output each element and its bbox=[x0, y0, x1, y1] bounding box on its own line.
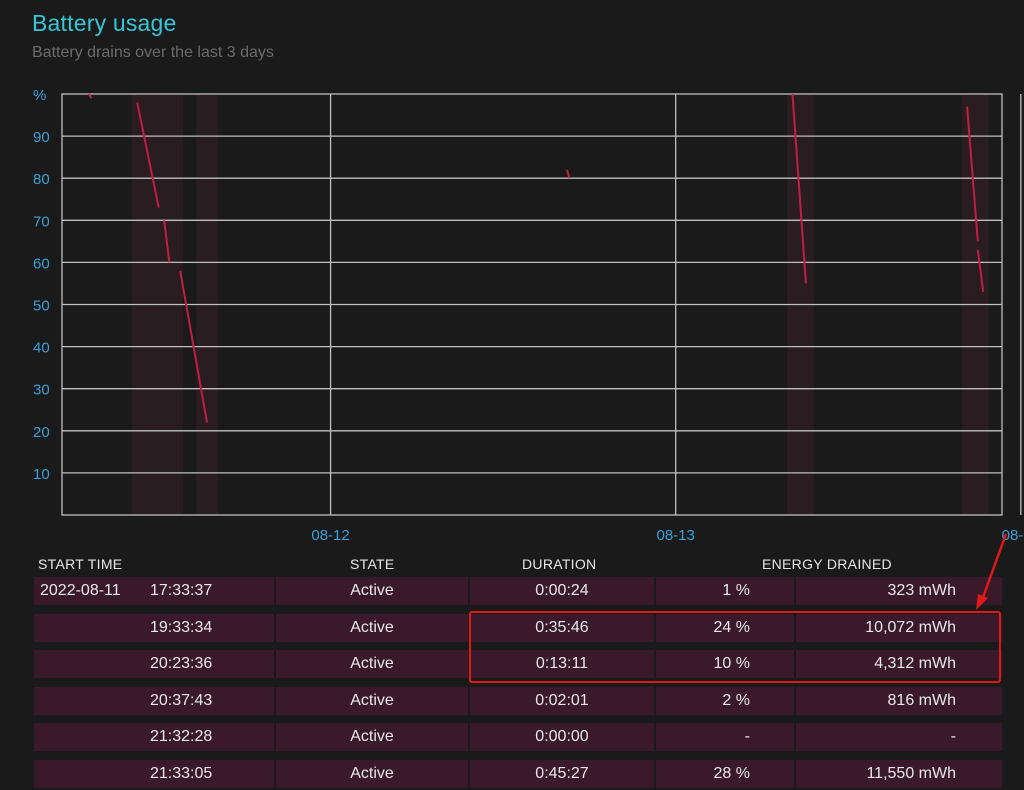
row-duration: 0:35:46 bbox=[470, 613, 654, 642]
table-row: 20:23:36 Active 0:13:11 10 % 4,312 mWh bbox=[32, 650, 1002, 679]
row-state: Active bbox=[276, 613, 468, 642]
row-duration: 0:45:27 bbox=[470, 759, 654, 788]
row-start-time: 17:33:37 bbox=[34, 577, 274, 605]
battery-series-line bbox=[179, 270, 208, 423]
row-duration: 0:02:01 bbox=[470, 686, 654, 715]
y-tick-label: 10 bbox=[33, 466, 50, 483]
row-start-time: 20:23:36 bbox=[34, 650, 274, 679]
y-tick-label: 20 bbox=[33, 424, 50, 441]
table-row: 19:33:34 Active 0:35:46 24 % 10,072 mWh bbox=[32, 613, 1002, 642]
row-state: Active bbox=[276, 723, 468, 752]
header-start-time: START TIME bbox=[38, 556, 123, 572]
row-energy: 4,312 mWh bbox=[796, 650, 1002, 679]
x-tick-label: 08-13 bbox=[656, 527, 694, 540]
red-arrow-icon bbox=[976, 533, 1008, 610]
table-row: 20:37:43 Active 0:02:01 2 % 816 mWh bbox=[32, 686, 1002, 715]
row-start-time: 20:37:43 bbox=[34, 686, 274, 715]
row-percent: 24 % bbox=[656, 613, 794, 642]
table-row: 21:32:28 Active 0:00:00- - bbox=[32, 723, 1002, 752]
highlight-box bbox=[469, 611, 1001, 683]
row-percent: 1 % bbox=[656, 577, 794, 605]
row-duration: 0:00:00 bbox=[470, 723, 654, 752]
row-energy: 323 mWh bbox=[796, 577, 1002, 605]
row-energy: - bbox=[796, 723, 1002, 752]
row-percent: - bbox=[656, 723, 794, 752]
y-tick-label: 50 bbox=[33, 298, 50, 315]
row-percent: 2 % bbox=[656, 686, 794, 715]
row-duration: 0:13:11 bbox=[470, 650, 654, 679]
row-duration: 0:00:24 bbox=[470, 577, 654, 605]
page-title: Battery usage bbox=[32, 10, 177, 36]
page-subtitle: Battery drains over the last 3 days bbox=[32, 44, 274, 61]
header-energy-drained: ENERGY DRAINED bbox=[762, 556, 892, 572]
row-state: Active bbox=[276, 759, 468, 788]
header-duration: DURATION bbox=[522, 556, 597, 572]
battery-series-line bbox=[163, 220, 171, 263]
row-start-date: 2022-08-11 bbox=[40, 582, 121, 599]
battery-usage-chart: % 90 80 70 60 50 40 30 20 10 08-12 08-13 08-14 bbox=[33, 87, 1024, 540]
row-state: Active bbox=[276, 650, 468, 679]
battery-usage-table: START TIME STATE DURATION ENERGY DRAINED… bbox=[32, 553, 1002, 790]
battery-series-line bbox=[136, 102, 160, 208]
x-tick-label: 08-12 bbox=[311, 527, 349, 540]
row-start-time: 21:33:05 bbox=[34, 759, 274, 788]
row-start-time: 21:32:28 bbox=[34, 723, 274, 752]
y-tick-label: % bbox=[33, 87, 46, 104]
battery-series-line bbox=[976, 249, 985, 293]
y-tick-label: 90 bbox=[33, 129, 50, 146]
row-state: Active bbox=[276, 686, 468, 715]
row-percent: 10 % bbox=[656, 650, 794, 679]
y-tick-label: 30 bbox=[33, 382, 50, 399]
y-tick-label: 40 bbox=[33, 340, 50, 357]
table-header: START TIME STATE DURATION ENERGY DRAINED bbox=[32, 553, 1002, 575]
battery-series-line bbox=[565, 169, 571, 179]
row-start-time: 19:33:34 bbox=[34, 613, 274, 642]
y-tick-label: 70 bbox=[33, 213, 50, 230]
row-percent: 28 % bbox=[656, 759, 794, 788]
x-tick-label: 08-14 bbox=[1002, 527, 1024, 540]
battery-series-line bbox=[791, 93, 807, 284]
battery-series-line bbox=[88, 93, 93, 99]
header-state: STATE bbox=[350, 556, 395, 572]
y-tick-label: 60 bbox=[33, 255, 50, 272]
table-row: 17:33:37 2022-08-11 Active 0:00:24 1 % 323 mW… bbox=[32, 577, 1002, 605]
table-row: 21:33:05 Active 0:45:27 28 % 11,550 mWh bbox=[32, 759, 1002, 788]
table-body: 17:33:37 2022-08-11 Active 0:00:24 1 % 323 mW… bbox=[32, 577, 1002, 788]
row-energy: 10,072 mWh bbox=[796, 613, 1002, 642]
row-energy: 11,550 mWh bbox=[796, 759, 1002, 788]
row-energy: 816 mWh bbox=[796, 686, 1002, 715]
battery-series-line bbox=[966, 106, 979, 242]
row-state: Active bbox=[276, 577, 468, 605]
y-tick-label: 80 bbox=[33, 171, 50, 188]
